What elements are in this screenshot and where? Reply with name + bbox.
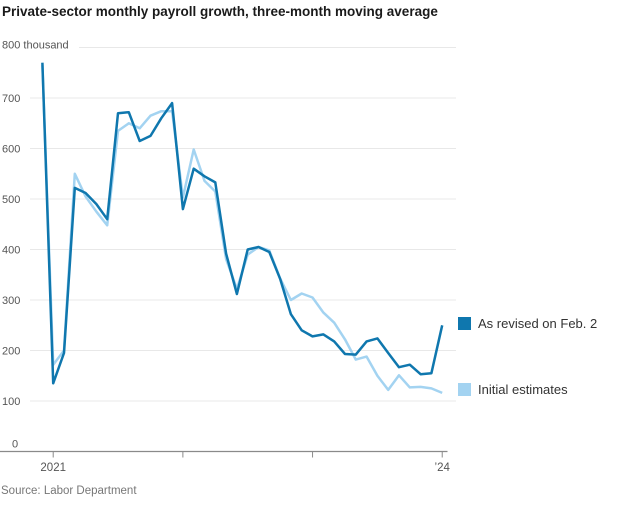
y-axis-label: 700 — [2, 93, 20, 105]
y-axis-label: 500 — [2, 194, 20, 206]
source-note: Source: Labor Department — [1, 485, 137, 497]
y-axis-unit-label: 800 thousand — [2, 40, 69, 52]
y-axis-label: 100 — [2, 396, 20, 408]
y-axis-label: 200 — [2, 346, 20, 358]
legend-swatch-initial — [458, 383, 471, 396]
revised-line — [41, 62, 444, 385]
legend-item-revised: As revised on Feb. 2 — [458, 316, 597, 331]
chart-title: Private-sector monthly payroll growth, t… — [2, 4, 438, 19]
legend-label-initial: Initial estimates — [478, 382, 568, 397]
y-axis-label: 400 — [2, 245, 20, 257]
legend-label-revised: As revised on Feb. 2 — [478, 316, 598, 331]
legend-item-initial: Initial estimates — [458, 382, 568, 397]
y-axis-label: 600 — [2, 144, 20, 156]
y-axis-label: 300 — [2, 295, 20, 307]
y-axis-label: 0 — [12, 439, 18, 451]
x-axis-label: ’24 — [435, 462, 451, 474]
legend-swatch-revised — [458, 317, 471, 330]
x-axis-label: 2021 — [40, 462, 66, 474]
